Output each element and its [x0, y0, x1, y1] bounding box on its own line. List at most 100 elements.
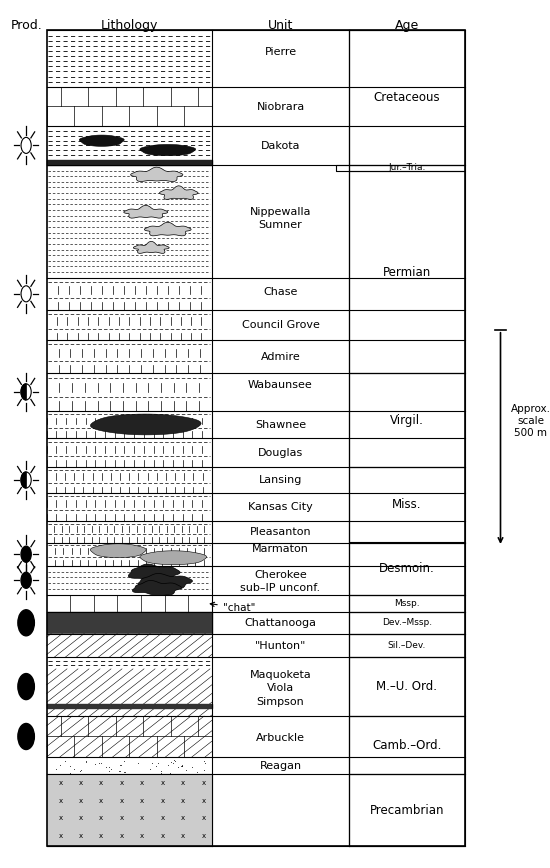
Polygon shape [160, 186, 198, 200]
Text: Shawnee: Shawnee [255, 420, 306, 431]
Text: M.–U. Ord.: M.–U. Ord. [377, 681, 437, 693]
Text: x: x [79, 780, 83, 786]
Text: x: x [181, 815, 185, 821]
Point [182, 763, 191, 777]
Polygon shape [128, 564, 180, 581]
Text: Camb.–Ord.: Camb.–Ord. [372, 739, 442, 752]
Polygon shape [144, 222, 191, 236]
Text: Miss.: Miss. [392, 498, 422, 511]
Point [193, 765, 202, 779]
Polygon shape [90, 543, 146, 557]
Point [75, 764, 84, 778]
Text: Chattanooga: Chattanooga [245, 618, 316, 628]
Bar [349, 467, 465, 542]
Point [167, 755, 175, 769]
Text: Lithology: Lithology [101, 19, 158, 32]
Polygon shape [79, 135, 124, 147]
Text: Virgil.: Virgil. [390, 414, 424, 426]
Point [157, 764, 166, 778]
Point [115, 764, 124, 778]
Point [104, 764, 113, 778]
Point [56, 758, 64, 772]
Text: Jur.–Tria.: Jur.–Tria. [388, 163, 426, 173]
Text: x: x [100, 815, 103, 821]
Text: x: x [79, 815, 83, 821]
Text: x: x [100, 833, 103, 838]
Text: Prod.: Prod. [10, 19, 42, 32]
Text: Council Grove: Council Grove [241, 320, 320, 331]
Point [117, 758, 126, 772]
Text: x: x [58, 815, 63, 821]
Text: Cretaceous: Cretaceous [373, 91, 441, 104]
Text: x: x [140, 798, 144, 804]
Bar [349, 542, 465, 595]
Point [152, 760, 161, 773]
Text: Wabaunsee: Wabaunsee [248, 379, 313, 390]
Text: x: x [58, 798, 63, 804]
Text: x: x [120, 798, 124, 804]
Text: Chase: Chase [263, 286, 298, 297]
Text: Niobrara: Niobrara [256, 102, 305, 112]
Point [178, 760, 186, 773]
Text: Arbuckle: Arbuckle [256, 733, 305, 743]
Bar [349, 165, 465, 171]
Text: Nippewalla
Sumner: Nippewalla Sumner [250, 207, 311, 230]
Point [178, 759, 186, 773]
Bar [349, 774, 465, 846]
Bar [349, 171, 465, 373]
Polygon shape [140, 144, 196, 155]
Text: "chat": "chat" [210, 602, 255, 613]
Circle shape [21, 572, 31, 589]
Point [134, 757, 142, 771]
Text: Reagan: Reagan [260, 760, 301, 771]
Text: Precambrian: Precambrian [370, 804, 444, 817]
Text: x: x [120, 815, 124, 821]
Text: x: x [201, 798, 206, 804]
Bar [349, 595, 465, 612]
Point [81, 755, 90, 769]
Text: Marmaton: Marmaton [252, 543, 309, 554]
Text: Maquoketa
Viola
Simpson: Maquoketa Viola Simpson [250, 670, 311, 707]
Text: Approx.
scale
500 m: Approx. scale 500 m [511, 404, 550, 438]
Point [188, 760, 196, 774]
Point [170, 754, 179, 768]
Text: Dakota: Dakota [261, 141, 300, 151]
Text: Mssp.: Mssp. [394, 599, 420, 608]
Text: x: x [161, 833, 164, 838]
Text: x: x [181, 798, 185, 804]
Point [177, 758, 186, 772]
Point [164, 758, 173, 772]
Point [119, 766, 128, 779]
Text: x: x [58, 833, 63, 838]
Point [70, 762, 79, 776]
Point [146, 762, 155, 776]
Point [120, 753, 129, 767]
Polygon shape [124, 206, 168, 218]
Point [76, 763, 85, 777]
Bar [349, 612, 465, 634]
Text: Age: Age [395, 19, 419, 32]
Polygon shape [21, 384, 26, 400]
Point [102, 760, 111, 773]
Polygon shape [133, 241, 169, 253]
Text: x: x [120, 780, 124, 786]
Point [154, 756, 163, 770]
Text: x: x [201, 815, 206, 821]
Polygon shape [133, 581, 182, 595]
Text: Sil.–Dev.: Sil.–Dev. [388, 641, 426, 650]
Text: Unit: Unit [268, 19, 293, 32]
Text: x: x [201, 780, 206, 786]
Bar [47, 30, 465, 846]
Circle shape [18, 724, 34, 749]
Point [104, 760, 113, 774]
Bar [349, 30, 465, 165]
Bar [349, 634, 465, 657]
Text: x: x [100, 798, 103, 804]
Bar [349, 657, 465, 716]
Point [200, 754, 208, 768]
Point [115, 764, 124, 778]
Text: x: x [140, 815, 144, 821]
Point [148, 756, 157, 770]
Point [156, 766, 165, 780]
Text: Kansas City: Kansas City [248, 502, 313, 512]
